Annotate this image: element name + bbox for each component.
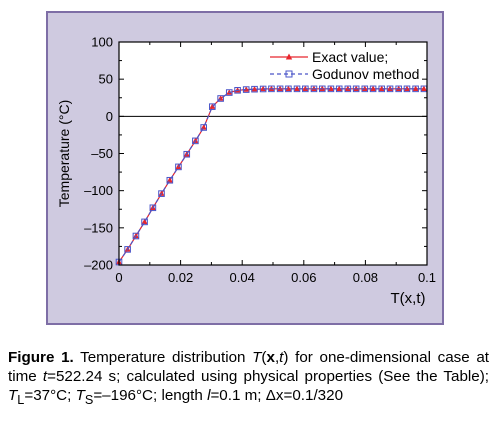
caption-paren-open: ( [261,349,267,366]
series-2-point [285,85,292,93]
caption-text-1: Temperature distribution [73,349,253,366]
caption-t-arg: t [279,349,284,366]
series-2-point [225,89,233,96]
series-2-point [276,85,284,93]
series-2-point [149,204,157,212]
caption-L-sub: L [17,393,25,408]
y-axis-label: Temperature (°C) [56,100,72,208]
series-1-point [378,85,385,92]
series-2-point [251,85,258,93]
caption-text-7: =0.1/320 [283,387,344,404]
caption-text-3: =522.24 s; calculated using physical pro… [47,368,489,385]
x-axis-label: T(x,t) [391,290,426,307]
series-2-point [412,85,419,93]
series-2-point [268,85,275,93]
series-2-point [166,176,174,184]
y-tick-label: –150 [84,220,113,235]
series-1-point [209,103,216,109]
series-2-point [183,150,191,158]
y-tick-label: 0 [106,109,113,124]
y-tick-label: –50 [91,146,113,161]
plot-area [119,42,427,265]
caption-TL: T [8,387,18,404]
series-2-point [158,190,165,197]
series-1-point [294,85,301,92]
series-2-point [293,85,301,93]
series-1-point [336,85,343,92]
x-tick-label: 0.02 [168,270,193,285]
caption-x: x [266,349,275,366]
series-1-point [370,85,377,92]
series-2-point [352,85,360,93]
caption-TS: T [75,387,85,404]
series-2-point [302,85,309,93]
series-2-point [327,85,335,93]
x-tick-label: 0.1 [418,270,436,285]
series-1-point [327,85,334,92]
series-2-point [234,87,241,94]
series-2-point [242,86,250,93]
series-2-point [259,85,267,93]
caption-t: t [42,368,48,385]
series-2-point [132,232,140,240]
caption-text-2: for one-dimensional case at time [8,349,490,385]
series-2-point [175,163,182,171]
caption-text-4: =37°C; [24,387,76,404]
series-1-point [412,85,419,92]
series-1-point [251,86,258,92]
series-2-point [318,85,326,93]
caption-l: l [207,387,211,404]
y-tick-label: –100 [84,183,113,198]
caption-paren-close: ) [283,349,289,366]
x-tick-label: 0.04 [230,270,255,285]
legend-marker-1 [285,53,293,60]
y-tick-label: 50 [99,72,113,87]
series-2-point [344,85,352,93]
x-tick-label: 0.08 [353,270,378,285]
series-2-point [192,137,199,145]
caption-comma: , [274,349,280,366]
series-2-point [361,85,369,93]
x-tick-label: 0 [115,270,122,285]
caption-S-sub: S [84,393,94,408]
series-1-point [166,177,173,183]
caption-label: Figure 1. [8,349,74,366]
series-1-point [200,124,207,130]
series-2-point [335,85,343,93]
series-2-point [386,85,394,93]
caption-dx: Δx [265,387,284,404]
x-tick-label: 0.06 [291,270,316,285]
legend-label-2: Godunov method [312,66,419,82]
y-tick-label: –200 [84,258,113,273]
legend-label-1: Exact value; [312,49,388,65]
series-2-point [310,85,318,93]
series-1-point [260,85,267,92]
series-2-point [141,218,148,226]
series-2-point [200,124,207,131]
legend-marker-2 [285,70,293,78]
series-2-point [217,95,224,102]
figure-caption: Figure 1. Temperature distribution T(x,t… [8,348,489,410]
series-2-point [395,85,402,93]
series-1-point [420,85,427,92]
series-line-2 [118,88,424,263]
series-2-point [124,246,131,253]
figure-panel: 0 0.02 0.04 0.06 0.08 0.1 –200 –150 –100 –50 0 50 10… [46,11,444,325]
series-2-point [209,103,216,110]
series-2-point [378,85,386,93]
caption-text-5: =–196°C; length [93,387,208,404]
plot-frame [118,41,428,266]
series-1-point [141,218,148,225]
series-1-point [285,85,292,92]
y-tick-label: 100 [91,35,113,50]
caption-text-6: =0.1 m; [210,387,266,404]
series-2-point [369,85,377,93]
chart-plot: 0 0.02 0.04 0.06 0.08 0.1 –200 –150 –100 –50 0 50 10… [56,35,436,308]
series-2-point [403,85,411,93]
caption-T: T [252,349,262,366]
